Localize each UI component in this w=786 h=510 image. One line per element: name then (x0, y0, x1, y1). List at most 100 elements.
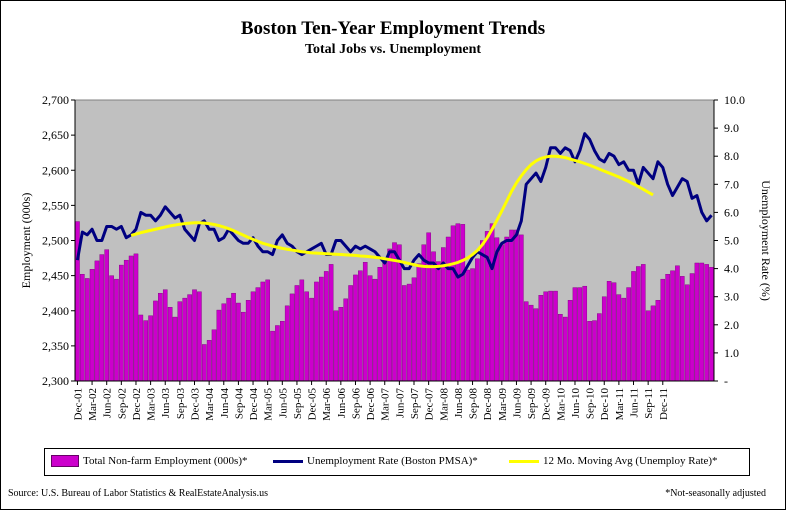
employment-bar (431, 251, 436, 382)
employment-bar (84, 278, 90, 382)
x-tick-label: Dec-02 (131, 388, 143, 420)
y-right-tick-label: 7.0 (724, 177, 739, 191)
x-tick-label: Dec-01 (72, 388, 84, 420)
legend-label-unemployment: Unemployment Rate (Boston PMSA)* (307, 455, 478, 467)
y-right-tick-label: 1.0 (724, 346, 739, 360)
x-tick-label: Sep-03 (175, 388, 187, 420)
employment-bar (319, 276, 324, 382)
moving-average-line (130, 154, 654, 269)
x-tick-label: Dec-05 (307, 388, 319, 421)
employment-bar (294, 285, 300, 382)
x-tick-label: Dec-09 (541, 388, 553, 421)
x-tick-label: Mar-08 (438, 388, 450, 421)
legend-swatch-employment (51, 455, 79, 467)
source-note: Source: U.S. Bureau of Labor Statistics … (8, 488, 268, 499)
x-tick-label: Jun-09 (511, 388, 523, 418)
y-left-tick-label: 2,550 (42, 198, 69, 212)
employment-bar (538, 295, 544, 382)
x-tick-label: Dec-03 (190, 388, 202, 421)
employment-bar (611, 282, 617, 382)
employment-bar (436, 261, 441, 382)
x-tick-label: Mar-03 (146, 388, 158, 421)
legend-item-employment: Total Non-farm Employment (000s)* (51, 455, 248, 467)
legend-swatch-unemployment (273, 459, 303, 463)
employment-bar (255, 287, 261, 382)
employment-bar (509, 229, 514, 382)
employment-bar (99, 254, 105, 382)
employment-bar (660, 278, 666, 382)
employment-bar (411, 277, 417, 382)
employment-bar (382, 258, 388, 382)
adjustment-note: *Not-seasonally adjusted (665, 488, 766, 499)
employment-bar (148, 315, 153, 382)
employment-bar (201, 344, 207, 382)
employment-bar (670, 270, 675, 382)
y-right-tick-label: 5.0 (724, 234, 739, 248)
x-tick-label: Sep-09 (526, 388, 538, 420)
employment-bar (172, 316, 178, 382)
employment-bar (401, 285, 407, 382)
x-tick-label: Sep-11 (643, 388, 655, 419)
y-right-tick-label: 6.0 (724, 205, 739, 219)
employment-bar (240, 311, 246, 382)
legend-label-moving-avg: 12 Mo. Moving Avg (Unemploy Rate)* (543, 455, 718, 467)
employment-bar (289, 293, 295, 382)
employment-bar (631, 271, 636, 382)
x-tick-label: Dec-11 (658, 388, 670, 420)
y-right-tick-label: 8.0 (724, 149, 739, 163)
employment-bar (572, 287, 578, 382)
x-tick-label: Mar-07 (380, 388, 392, 421)
employment-bar (187, 294, 192, 382)
x-tick-label: Mar-04 (204, 388, 216, 421)
employment-bar (143, 320, 149, 382)
x-tick-label: Jun-06 (336, 388, 348, 418)
employment-bar (162, 289, 168, 382)
employment-bar (406, 283, 412, 382)
legend-item-moving-avg: 12 Mo. Moving Avg (Unemploy Rate)* (509, 455, 718, 467)
x-tick-label: Mar-06 (321, 388, 333, 421)
chart-title: Boston Ten-Year Employment Trends (240, 18, 546, 39)
employment-bar (353, 274, 358, 382)
employment-bar (362, 262, 368, 382)
employment-bar (636, 266, 641, 382)
y-left-tick-label: 2,300 (42, 374, 69, 388)
y-right-tick-label: - (724, 374, 728, 388)
employment-bar (314, 281, 319, 382)
legend-item-unemployment: Unemployment Rate (Boston PMSA)* (273, 455, 478, 467)
employment-bar (372, 278, 378, 382)
employment-bar (582, 285, 588, 382)
employment-bar (440, 247, 446, 382)
y-right-tick-label: 2.0 (724, 318, 739, 332)
x-tick-label: Mar-05 (263, 388, 275, 421)
employment-bar (480, 240, 485, 382)
legend-swatch-moving-avg (509, 459, 539, 463)
employment-bar (250, 291, 256, 382)
employment-bar (597, 313, 602, 382)
employment-bar (519, 234, 524, 382)
y-left-tick-label: 2,450 (42, 269, 69, 283)
employment-bar (426, 232, 431, 382)
employment-bar (348, 285, 353, 382)
x-tick-label: Sep-05 (292, 388, 304, 420)
employment-bar (177, 301, 183, 382)
chart-legend: Total Non-farm Employment (000s)* Unempl… (44, 448, 750, 476)
x-tick-label: Mar-10 (555, 388, 567, 421)
employment-bar (675, 265, 680, 382)
employment-bar (236, 302, 241, 382)
employment-bar (284, 305, 290, 382)
employment-bar (338, 307, 344, 382)
employment-bar (265, 279, 270, 382)
employment-bar (226, 297, 231, 382)
employment-bar (684, 284, 690, 382)
y-right-tick-label: 10.0 (724, 93, 745, 107)
employment-bar (562, 316, 568, 382)
employment-bar (211, 329, 217, 382)
employment-bar (548, 290, 553, 382)
employment-bar (387, 248, 392, 382)
y-left-tick-label: 2,700 (42, 93, 69, 107)
employment-bar (499, 244, 505, 382)
employment-bar (558, 314, 563, 382)
employment-bar (606, 281, 612, 382)
employment-bar (109, 275, 114, 382)
x-tick-label: Sep-08 (468, 388, 480, 420)
